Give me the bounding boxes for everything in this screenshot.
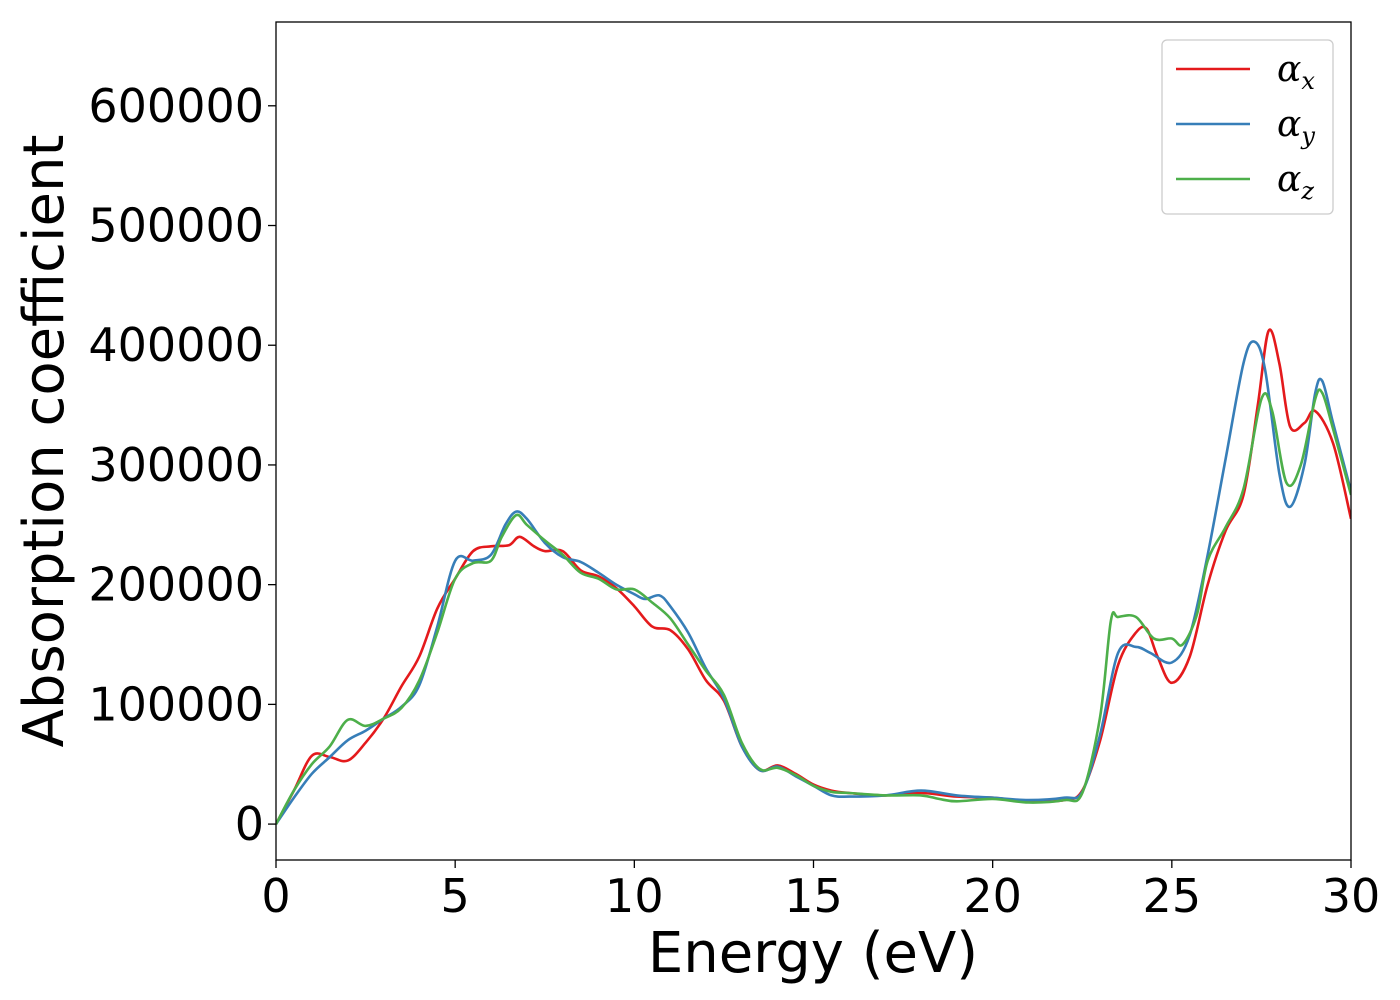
y-tick-label: 0 [235, 797, 264, 851]
y-tick-label: 400000 [88, 318, 264, 372]
legend: αx αy αz [1161, 39, 1334, 215]
x-tick-label: 10 [605, 869, 664, 923]
y-tick-label: 200000 [88, 558, 264, 612]
x-tick-label: 25 [1143, 869, 1202, 923]
y-axis: 0 100000 200000 300000 400000 500000 600000 [88, 79, 276, 851]
series-lines [276, 328, 1351, 825]
y-tick-label: 300000 [88, 438, 264, 492]
x-tick-label: 0 [261, 869, 290, 923]
y-tick-label: 100000 [88, 677, 264, 731]
x-tick-label: 15 [784, 869, 843, 923]
legend-label-x: αx [1277, 49, 1315, 95]
x-tick-label: 30 [1322, 869, 1381, 923]
legend-label-z: αz [1277, 159, 1314, 205]
legend-label-y: αy [1277, 104, 1315, 150]
x-axis: 0 5 10 15 20 25 30 [261, 860, 1380, 923]
x-tick-label: 5 [441, 869, 470, 923]
x-axis-label: Energy (eV) [648, 921, 978, 986]
y-axis-label: Absorption coefficient [12, 135, 77, 748]
legend-box [1161, 39, 1334, 215]
y-tick-label: 600000 [88, 79, 264, 133]
series-line-z [276, 388, 1351, 825]
x-tick-label: 20 [963, 869, 1022, 923]
y-tick-label: 500000 [88, 199, 264, 253]
